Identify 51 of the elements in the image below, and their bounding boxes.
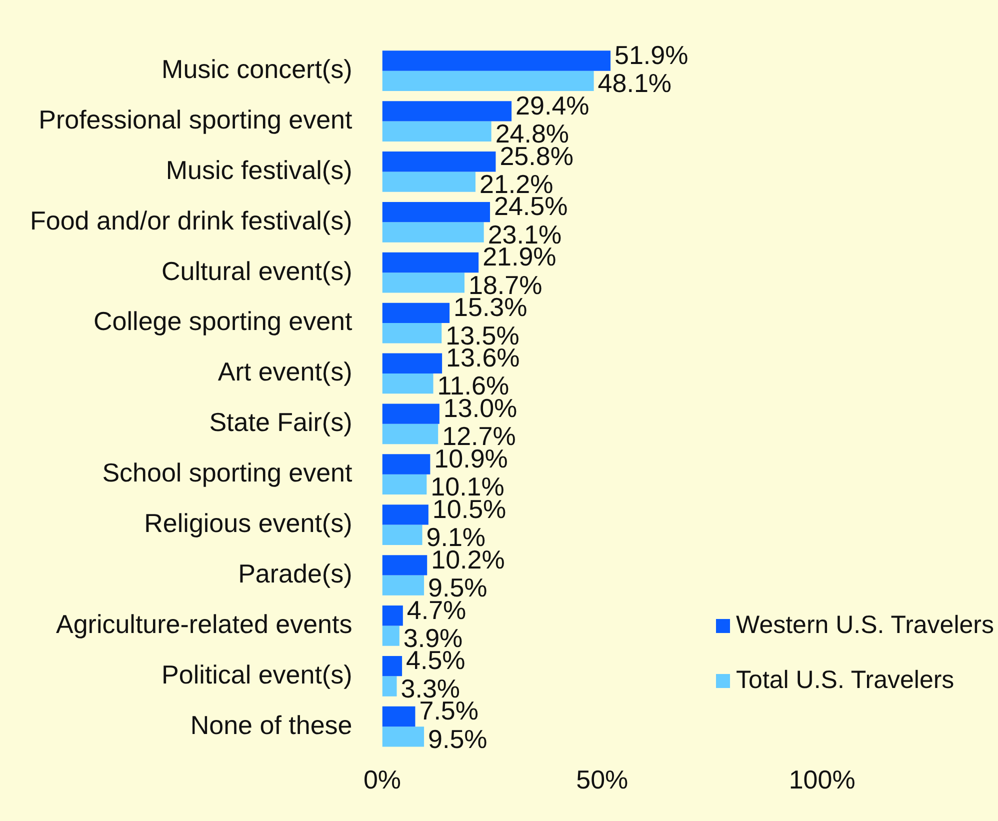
- bar: [382, 474, 427, 495]
- bar: [382, 504, 428, 525]
- bar: [382, 121, 492, 142]
- bar: [382, 302, 450, 324]
- y-tick-label: Food and/or drink festival(s): [30, 205, 352, 236]
- data-label: 48.1%: [598, 68, 672, 98]
- y-tick-label: Art event(s): [218, 356, 352, 387]
- x-tick-label: 0%: [363, 764, 402, 795]
- y-tick-label: Agriculture-related events: [56, 608, 352, 639]
- bar: [382, 202, 490, 222]
- bar: [382, 152, 496, 172]
- bar: [382, 676, 397, 696]
- bar: [382, 373, 434, 394]
- bar: [382, 555, 428, 576]
- y-tick-label: Cultural event(s): [162, 256, 352, 286]
- y-tick-label: School sporting event: [102, 458, 354, 488]
- legend-label: Total U.S. Travelers: [736, 666, 954, 695]
- bar: [382, 726, 424, 747]
- data-label: 29.4%: [516, 90, 590, 120]
- bar: [382, 353, 442, 374]
- bar: [382, 222, 484, 242]
- bar: [382, 524, 422, 545]
- bar: [382, 252, 479, 273]
- bar: [382, 454, 430, 474]
- data-label: 51.9%: [614, 40, 688, 70]
- data-label: 9.5%: [428, 724, 488, 754]
- y-tick-label: Music concert(s): [162, 54, 352, 84]
- y-tick-label: Music festival(s): [166, 154, 352, 185]
- bar: [382, 626, 400, 646]
- y-tick-label: Religious event(s): [144, 508, 352, 538]
- y-tick-label: None of these: [190, 710, 352, 740]
- x-tick-label: 100%: [788, 764, 856, 795]
- bar: [382, 101, 512, 122]
- bar: [382, 272, 464, 293]
- bar: [382, 70, 594, 91]
- y-tick-label: Professional sporting event: [38, 104, 354, 134]
- bar: [382, 172, 476, 192]
- bar: [382, 50, 611, 71]
- bar: [382, 424, 438, 444]
- bar: [382, 404, 440, 424]
- bar: [382, 606, 403, 626]
- bar: [382, 575, 424, 596]
- y-tick-label: Parade(s): [238, 558, 352, 588]
- bar: [382, 706, 416, 727]
- x-tick-label: 50%: [576, 764, 628, 795]
- bar: [382, 656, 402, 676]
- y-tick-label: State Fair(s): [209, 407, 352, 438]
- y-tick-label: Political event(s): [162, 659, 352, 690]
- legend-label: Western U.S. Travelers: [736, 611, 994, 640]
- bar: [382, 323, 442, 344]
- y-tick-label: College sporting event: [94, 306, 354, 336]
